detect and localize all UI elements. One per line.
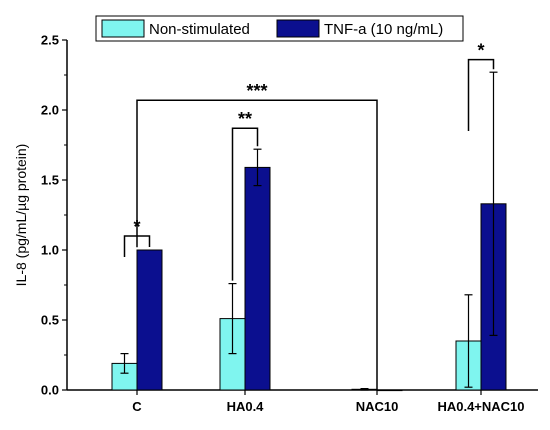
legend: Non-stimulated TNF-a (10 ng/mL) bbox=[95, 15, 464, 42]
significance-label: *** bbox=[246, 81, 267, 101]
legend-swatch-non-stimulated bbox=[101, 19, 145, 38]
plot-area: 0.0 0.5 1.0 1.5 2.0 2.5 C HA0.4 NAC10 HA0.4+NAC10 bbox=[41, 33, 538, 414]
bar-tnf-a-nac10 bbox=[376, 389, 403, 392]
y-tick-label: 0.0 bbox=[41, 383, 59, 398]
y-tick-label: 2.5 bbox=[41, 33, 59, 48]
significance-bracket bbox=[136, 99, 378, 390]
y-tick-label: 2.0 bbox=[41, 103, 59, 118]
legend-swatch-tnf-a bbox=[276, 19, 320, 38]
x-tick-label: HA0.4+NAC10 bbox=[437, 399, 524, 414]
x-tick-label: HA0.4 bbox=[227, 399, 265, 414]
legend-label-non-stimulated: Non-stimulated bbox=[149, 21, 250, 38]
x-tick-label: NAC10 bbox=[356, 399, 399, 414]
y-tick-label: 1.5 bbox=[41, 173, 59, 188]
significance-bracket bbox=[231, 127, 259, 281]
bar-tnf-a-ha0-4 bbox=[244, 166, 271, 391]
significance-label: * bbox=[477, 41, 484, 61]
y-tick-label: 0.5 bbox=[41, 313, 59, 328]
y-tick-label: 1.0 bbox=[41, 243, 59, 258]
legend-label-tnf-a: TNF-a (10 ng/mL) bbox=[324, 21, 443, 38]
x-tick-label: C bbox=[132, 399, 142, 414]
significance-annotations: ******* bbox=[123, 41, 495, 390]
significance-label: ** bbox=[238, 109, 252, 129]
significance-bracket bbox=[467, 58, 495, 131]
y-axis-label: IL-8 (pg/mL/µg protein) bbox=[13, 144, 29, 287]
bar-tnf-a-c bbox=[136, 249, 163, 391]
